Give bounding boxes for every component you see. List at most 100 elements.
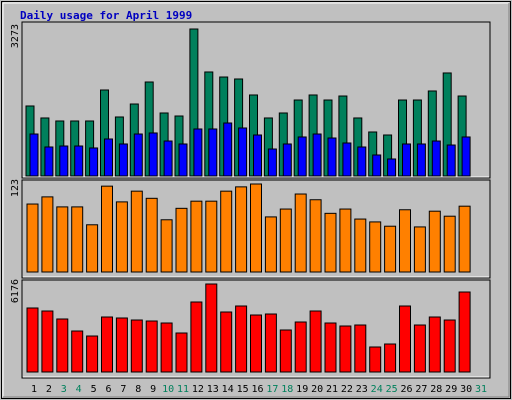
x-tick-label: 27 bbox=[415, 384, 427, 395]
bar bbox=[56, 318, 69, 373]
x-tick-label: 21 bbox=[326, 384, 338, 395]
plot-frame bbox=[21, 179, 491, 279]
bar bbox=[402, 143, 411, 177]
bar bbox=[354, 218, 367, 273]
bar bbox=[190, 200, 203, 273]
bar bbox=[145, 197, 158, 273]
bar bbox=[26, 203, 39, 273]
bar bbox=[175, 332, 188, 373]
bar bbox=[101, 316, 113, 373]
bar bbox=[279, 208, 292, 273]
x-tick-label: 2 bbox=[46, 384, 52, 395]
bar bbox=[250, 314, 262, 373]
x-tick-label: 17 bbox=[266, 384, 278, 395]
bar bbox=[431, 140, 441, 177]
bar bbox=[413, 226, 426, 273]
bar bbox=[115, 201, 128, 273]
bar bbox=[369, 221, 382, 273]
bar bbox=[399, 305, 411, 373]
bar bbox=[41, 196, 54, 273]
bar bbox=[26, 307, 39, 373]
plot-frame bbox=[21, 21, 491, 179]
bar bbox=[443, 215, 456, 273]
bar bbox=[160, 219, 173, 273]
bar bbox=[145, 320, 158, 373]
x-tick-label: 11 bbox=[177, 384, 189, 395]
x-tick-label: 1 bbox=[31, 384, 37, 395]
x-tick-label: 10 bbox=[162, 384, 174, 395]
bar bbox=[428, 210, 441, 273]
bar bbox=[309, 199, 322, 273]
bar bbox=[235, 186, 248, 273]
bar bbox=[324, 212, 337, 273]
bar bbox=[71, 330, 84, 373]
bar bbox=[443, 319, 456, 373]
bar bbox=[372, 154, 382, 177]
x-tick-label: 23 bbox=[356, 384, 368, 395]
bar bbox=[178, 143, 188, 177]
x-tick-label: 8 bbox=[135, 384, 141, 395]
chart-title: Daily usage for April 1999 bbox=[20, 9, 192, 22]
bar bbox=[428, 316, 441, 373]
y-tick-label: 123 bbox=[10, 179, 21, 197]
bar bbox=[56, 206, 69, 273]
bar bbox=[416, 143, 426, 177]
x-tick-label: 30 bbox=[460, 384, 472, 395]
bar bbox=[86, 335, 99, 373]
bar bbox=[89, 147, 99, 177]
bar bbox=[339, 208, 352, 273]
bar bbox=[130, 190, 143, 273]
bar bbox=[220, 311, 233, 373]
bar bbox=[205, 200, 218, 273]
x-tick-label: 18 bbox=[281, 384, 293, 395]
bar bbox=[220, 190, 233, 273]
x-tick-label: 5 bbox=[91, 384, 97, 395]
bar bbox=[86, 224, 99, 273]
x-tick-label: 7 bbox=[120, 384, 126, 395]
bar bbox=[279, 329, 292, 373]
bar bbox=[130, 319, 143, 373]
bar bbox=[387, 158, 397, 177]
x-tick-label: 29 bbox=[445, 384, 457, 395]
bar bbox=[399, 209, 411, 273]
bar bbox=[115, 317, 128, 373]
bar bbox=[282, 143, 292, 177]
x-tick-label: 16 bbox=[251, 384, 263, 395]
bar bbox=[190, 301, 203, 373]
bar bbox=[384, 343, 397, 373]
bar bbox=[309, 310, 322, 373]
x-tick-label: 6 bbox=[105, 384, 111, 395]
bar bbox=[29, 133, 39, 177]
bar bbox=[324, 322, 337, 373]
x-tick-label: 15 bbox=[237, 384, 249, 395]
bar bbox=[205, 283, 218, 373]
bar bbox=[342, 142, 352, 177]
bar bbox=[193, 128, 203, 177]
bar bbox=[312, 133, 322, 177]
bar bbox=[264, 313, 277, 373]
bar bbox=[238, 127, 248, 177]
bar bbox=[118, 143, 128, 177]
bar bbox=[250, 183, 262, 273]
x-tick-label: 14 bbox=[222, 384, 234, 395]
x-tick-label: 13 bbox=[207, 384, 219, 395]
x-tick-label: 26 bbox=[400, 384, 412, 395]
x-tick-label: 28 bbox=[430, 384, 442, 395]
x-tick-label: 22 bbox=[341, 384, 353, 395]
bar bbox=[44, 146, 54, 177]
bar bbox=[461, 136, 471, 177]
x-tick-label: 3 bbox=[61, 384, 67, 395]
x-tick-label: 12 bbox=[192, 384, 204, 395]
bar bbox=[446, 144, 456, 177]
bar bbox=[133, 133, 143, 177]
bar bbox=[294, 193, 307, 273]
bar bbox=[208, 128, 218, 177]
bar bbox=[223, 122, 233, 177]
bar bbox=[339, 325, 352, 373]
x-tick-label: 24 bbox=[371, 384, 383, 395]
bar bbox=[458, 291, 471, 373]
bar bbox=[71, 206, 84, 273]
bar bbox=[264, 216, 277, 273]
